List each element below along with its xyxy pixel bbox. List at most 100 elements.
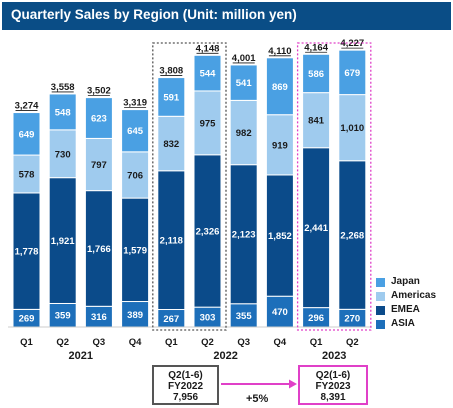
data-label-japan-9: 679 <box>344 68 360 79</box>
data-label-americas-8: 841 <box>308 116 325 127</box>
data-label-americas-1: 730 <box>55 149 71 160</box>
data-label-emea-6: 2,123 <box>232 230 256 241</box>
highlight-box-1 <box>296 42 372 331</box>
data-label-americas-3: 706 <box>127 170 143 181</box>
data-label-asia-5: 303 <box>200 313 216 324</box>
bar-americas-4 <box>157 115 186 172</box>
bar-japan-7 <box>265 57 294 116</box>
data-label-asia-4: 267 <box>163 314 179 325</box>
bar-emea-0 <box>12 192 41 310</box>
bar-emea-1 <box>48 177 77 304</box>
total-label-5: 4,148 <box>196 43 220 54</box>
legend-swatch-asia <box>376 320 385 329</box>
category-label-0: Q1 <box>20 337 33 348</box>
data-label-americas-4: 832 <box>163 139 179 150</box>
category-label-1: Q2 <box>56 337 69 348</box>
comparison-box-fy2022: Q2(1-6) FY2022 7,956 <box>152 365 219 405</box>
bar-japan-1 <box>48 93 77 131</box>
data-label-asia-0: 269 <box>19 314 35 325</box>
data-label-japan-7: 869 <box>272 82 288 93</box>
data-label-emea-9: 2,268 <box>340 231 364 242</box>
data-label-japan-3: 645 <box>127 126 144 137</box>
data-label-asia-8: 296 <box>308 313 324 324</box>
data-label-emea-4: 2,118 <box>160 236 183 247</box>
data-label-asia-7: 470 <box>272 307 288 318</box>
bar-japan-4 <box>157 77 186 117</box>
legend-swatch-americas <box>376 292 385 301</box>
data-label-emea-0: 1,778 <box>15 247 39 258</box>
category-label-5: Q2 <box>201 337 214 348</box>
data-label-japan-1: 548 <box>55 107 71 118</box>
box1-line3: 7,956 <box>172 392 199 403</box>
total-label-2: 3,502 <box>87 86 111 97</box>
total-label-6: 4,001 <box>232 53 256 64</box>
box2-line1: Q2(1-6) <box>315 370 351 381</box>
data-label-emea-7: 1,852 <box>268 231 292 242</box>
highlight-box-0 <box>152 42 227 331</box>
year-label-2023: 2023 <box>322 350 346 362</box>
data-label-americas-5: 975 <box>200 118 217 129</box>
data-label-japan-8: 586 <box>308 69 324 80</box>
growth-label: +5% <box>246 393 269 405</box>
total-label-8: 4,164 <box>304 42 328 53</box>
bar-japan-0 <box>12 112 41 156</box>
data-label-japan-4: 591 <box>163 92 180 103</box>
box2-line3: 8,391 <box>320 392 346 403</box>
legend-label-japan: Japan <box>391 276 420 287</box>
data-label-asia-3: 389 <box>127 310 143 321</box>
data-label-japan-5: 544 <box>200 69 217 80</box>
data-label-emea-3: 1,579 <box>123 245 147 256</box>
box1-line2: FY2022 <box>167 381 204 392</box>
bar-emea-5 <box>193 154 222 308</box>
total-label-9: 4,227 <box>340 38 364 49</box>
legend-swatch-emea <box>376 306 385 315</box>
data-label-asia-6: 355 <box>236 311 253 322</box>
bar-emea-3 <box>121 197 150 303</box>
bar-emea-6 <box>229 164 258 305</box>
legend-label-asia: ASIA <box>391 318 415 329</box>
bar-emea-9 <box>338 160 367 310</box>
bar-emea-2 <box>84 190 113 307</box>
data-label-asia-1: 359 <box>55 311 71 322</box>
bar-americas-1 <box>48 129 77 179</box>
data-label-americas-7: 919 <box>272 140 288 151</box>
bar-japan-9 <box>338 49 367 96</box>
legend-swatch-japan <box>376 278 385 287</box>
data-label-americas-6: 982 <box>236 128 252 139</box>
bar-japan-2 <box>84 97 113 139</box>
bar-americas-0 <box>12 154 41 194</box>
data-label-asia-9: 270 <box>344 314 360 325</box>
category-label-9: Q2 <box>346 337 359 348</box>
total-label-0: 3,274 <box>15 101 39 112</box>
bar-japan-5 <box>193 54 222 92</box>
data-label-japan-6: 541 <box>236 78 253 89</box>
data-label-emea-1: 1,921 <box>51 236 75 247</box>
bar-japan-6 <box>229 64 258 101</box>
data-label-emea-5: 2,326 <box>196 226 220 237</box>
bar-japan-8 <box>302 53 331 94</box>
total-label-1: 3,558 <box>51 82 75 93</box>
data-label-emea-2: 1,766 <box>87 244 111 255</box>
legend-label-emea: EMEA <box>391 304 420 315</box>
category-label-8: Q1 <box>310 337 323 348</box>
bar-americas-2 <box>84 137 113 192</box>
comparison-arrow-head <box>289 379 297 389</box>
total-label-7: 4,110 <box>268 46 291 57</box>
total-label-3: 3,319 <box>123 98 147 109</box>
data-label-americas-2: 797 <box>91 160 107 171</box>
bar-emea-7 <box>265 174 294 297</box>
bar-japan-3 <box>121 109 150 153</box>
bar-emea-8 <box>302 147 331 309</box>
category-label-2: Q3 <box>93 337 106 348</box>
year-label-2022: 2022 <box>213 350 237 362</box>
box2-line2: FY2023 <box>315 381 351 392</box>
total-label-4: 3,808 <box>159 66 183 77</box>
chart-title-bar: Quarterly Sales by Region (Unit: million… <box>2 2 451 30</box>
category-label-4: Q1 <box>165 337 178 348</box>
bar-americas-9 <box>338 94 367 162</box>
legend-label-americas: Americas <box>391 290 437 301</box>
bar-emea-4 <box>157 170 186 311</box>
category-label-7: Q4 <box>274 337 287 348</box>
chart-title: Quarterly Sales by Region (Unit: million… <box>11 7 297 22</box>
